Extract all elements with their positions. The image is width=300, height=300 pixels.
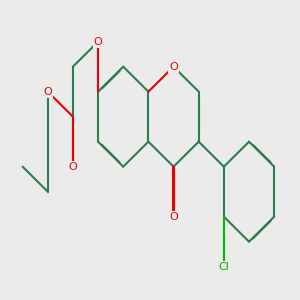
Text: O: O (94, 37, 102, 47)
Text: Cl: Cl (218, 262, 229, 272)
Text: O: O (169, 212, 178, 222)
Text: O: O (44, 87, 52, 97)
Text: O: O (68, 162, 77, 172)
Text: O: O (169, 62, 178, 72)
